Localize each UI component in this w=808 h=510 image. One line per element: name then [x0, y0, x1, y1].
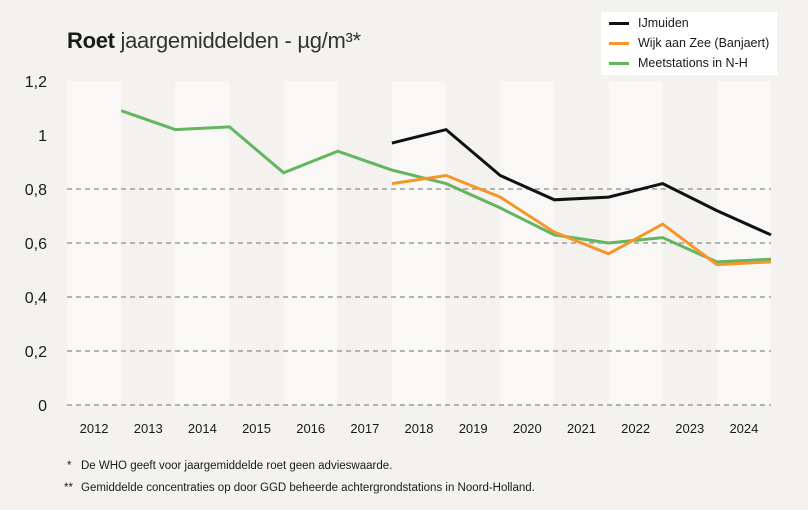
- legend: IJmuiden Wijk aan Zee (Banjaert) Meetsta…: [601, 12, 777, 75]
- title-rest: jaargemiddelden - µg/m³*: [120, 28, 362, 53]
- footnote-1: * De WHO geeft voor jaargemiddelde roet g…: [67, 460, 392, 472]
- y-tick-label: 0,4: [25, 290, 47, 307]
- legend-item-meetstations: Meetstations in N-H: [609, 53, 748, 73]
- legend-item-ijmuiden: IJmuiden: [609, 13, 689, 33]
- x-tick-label: 2016: [296, 421, 325, 436]
- y-tick-label: 0,6: [25, 236, 47, 253]
- x-tick-label: 2023: [675, 421, 704, 436]
- y-tick-label: 1,2: [25, 74, 47, 91]
- y-tick-label: 0: [38, 398, 47, 415]
- footnote-mark: **: [64, 482, 73, 494]
- x-tick-label: 2012: [80, 421, 109, 436]
- x-tick-label: 2018: [405, 421, 434, 436]
- y-tick-label: 0,8: [25, 182, 47, 199]
- x-tick-label: 2019: [459, 421, 488, 436]
- legend-label: Meetstations in N-H: [638, 56, 748, 70]
- series-line-ijmuiden: [391, 127, 772, 237]
- series-lines: [120, 109, 772, 267]
- x-tick-label: 2014: [188, 421, 217, 436]
- x-tick-label: 2022: [621, 421, 650, 436]
- x-tick-label: 2017: [350, 421, 379, 436]
- footnote-text: Gemiddelde concentraties op door GGD beh…: [81, 482, 535, 494]
- x-tick-label: 2021: [567, 421, 596, 436]
- x-tick-label: 2013: [134, 421, 163, 436]
- y-tick-label: 0,2: [25, 344, 47, 361]
- x-tick-label: 2020: [513, 421, 542, 436]
- gridlines: [67, 188, 771, 406]
- x-tick-label: 2015: [242, 421, 271, 436]
- chart-title: Roet jaargemiddelden - µg/m³*: [67, 28, 361, 54]
- legend-swatch: [609, 41, 629, 45]
- series-line-wijk-aan-zee-banjaert-: [391, 173, 772, 267]
- footnote-2: ** Gemiddelde concentraties op door GGD b…: [64, 482, 535, 494]
- x-axis-ticks: 2012 2013 2014 2015 2016 2017 2018 2019 2020 2021…: [80, 421, 759, 436]
- y-axis-ticks: 0 0,2 0,4 0,6 0,8 1 1,2: [25, 74, 47, 415]
- legend-swatch: [609, 21, 629, 25]
- legend-item-wijk-aan-zee: Wijk aan Zee (Banjaert): [609, 33, 769, 53]
- y-tick-label: 1: [38, 128, 47, 145]
- legend-label: Wijk aan Zee (Banjaert): [638, 36, 770, 50]
- legend-label: IJmuiden: [638, 16, 689, 30]
- footnote-mark: *: [67, 460, 72, 472]
- footnote-text: De WHO geeft voor jaargemiddelde roet ge…: [81, 460, 393, 472]
- legend-swatch: [609, 61, 629, 65]
- title-bold: Roet: [67, 28, 115, 53]
- x-tick-label: 2024: [729, 421, 758, 436]
